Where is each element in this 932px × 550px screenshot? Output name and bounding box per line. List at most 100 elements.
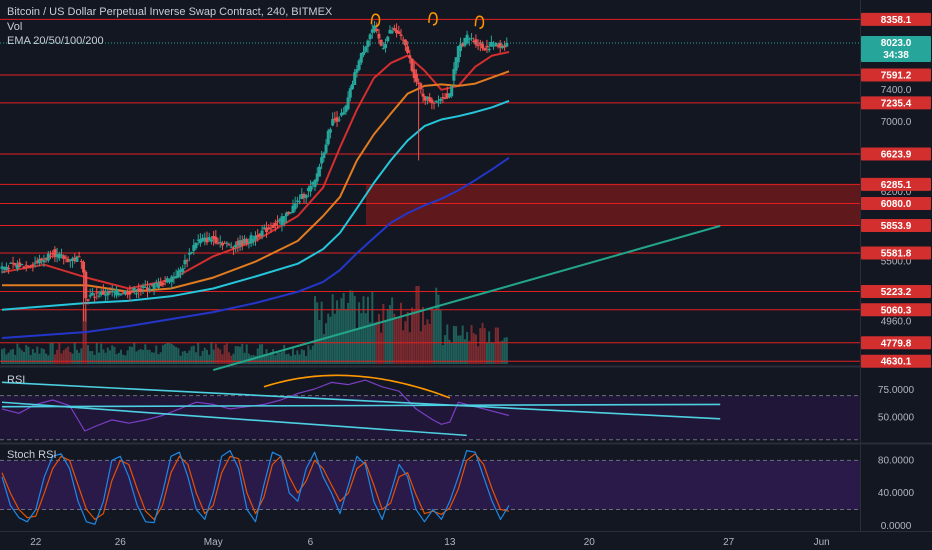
time-tick-label: 13 xyxy=(444,537,456,548)
rsi-trendline xyxy=(1,403,721,408)
candle-body xyxy=(278,219,282,222)
volume-bar xyxy=(89,351,92,364)
candle-body xyxy=(251,238,255,241)
volume-bar xyxy=(100,343,103,364)
candle-body xyxy=(381,48,385,50)
volume-bar xyxy=(73,342,76,364)
level-badge xyxy=(861,197,931,211)
candle-body xyxy=(117,293,121,296)
supply-zone xyxy=(366,184,860,226)
volume-bar xyxy=(228,352,231,364)
volume-bar xyxy=(338,308,341,364)
candle-body xyxy=(494,42,498,47)
volume-bar xyxy=(499,341,502,364)
time-tick-label: 22 xyxy=(30,537,42,548)
candle-body xyxy=(2,266,6,270)
candle-body xyxy=(223,242,227,244)
rsi-title: RSI xyxy=(7,374,26,386)
candle-body xyxy=(185,260,189,262)
candle-body xyxy=(179,269,183,272)
candle-body xyxy=(384,44,388,49)
candle-body xyxy=(44,257,48,260)
volume-bar xyxy=(377,314,380,364)
level-badge xyxy=(861,147,931,161)
candle-body xyxy=(403,39,407,46)
candle-body xyxy=(459,44,463,52)
candle-body xyxy=(505,43,509,47)
volume-bar xyxy=(93,354,96,364)
volume-bar xyxy=(157,354,160,364)
candle-body xyxy=(388,29,392,34)
volume-bar xyxy=(109,350,112,364)
volume-bar xyxy=(78,352,81,364)
volume-bar xyxy=(274,355,277,364)
volume-bar xyxy=(294,354,297,364)
candle-body xyxy=(287,211,291,214)
candle-body xyxy=(79,260,83,262)
volume-bar xyxy=(102,349,105,364)
volume-bar xyxy=(455,326,458,364)
candle-body xyxy=(315,173,319,182)
candle-body xyxy=(373,25,377,32)
price-tick-label: 7000.0 xyxy=(881,117,912,128)
candle-body xyxy=(406,46,410,53)
candle-body xyxy=(395,30,399,34)
candle-body xyxy=(503,45,507,48)
volume-bar xyxy=(23,352,26,364)
candle-body xyxy=(97,295,101,297)
candle-body xyxy=(333,118,337,120)
candle-body xyxy=(110,290,114,292)
candle-body xyxy=(229,246,233,248)
time-tick-label: 20 xyxy=(584,537,596,548)
volume-bar xyxy=(232,353,235,364)
volume-bar xyxy=(483,328,486,364)
candle-body xyxy=(487,48,491,51)
candle-body xyxy=(364,46,368,52)
candle-body xyxy=(258,233,262,237)
volume-bar xyxy=(280,351,283,364)
volume-bar xyxy=(435,287,438,364)
volume-bar xyxy=(362,296,365,364)
volume-bar xyxy=(117,352,120,364)
candle-body xyxy=(161,282,165,285)
volume-bar xyxy=(307,345,310,364)
candle-body xyxy=(218,242,222,244)
candle-body xyxy=(346,97,350,110)
rsi-tick-label: 75.0000 xyxy=(878,385,915,396)
candle-body xyxy=(265,227,269,233)
volume-bar xyxy=(214,343,217,364)
volume-bar xyxy=(479,328,482,364)
candle-body xyxy=(62,255,66,259)
candle-body xyxy=(119,294,123,296)
candle-body xyxy=(29,265,33,267)
volume-bar xyxy=(243,352,246,364)
candle-body xyxy=(190,251,194,253)
level-badge xyxy=(861,96,931,110)
volume-bar xyxy=(477,346,480,364)
candle-body xyxy=(335,117,339,122)
volume-bar xyxy=(320,301,323,364)
price-tick-label: 4960.0 xyxy=(881,316,912,327)
volume-bar xyxy=(168,343,171,364)
volume-bar xyxy=(91,351,94,364)
volume-bar xyxy=(448,339,451,364)
volume-bar xyxy=(1,349,3,364)
candle-body xyxy=(350,84,354,90)
volume-bar xyxy=(135,351,138,364)
volume-bar xyxy=(457,335,460,364)
top-mark xyxy=(474,15,485,30)
candle-body xyxy=(137,288,141,292)
volume-bar xyxy=(327,313,330,364)
volume-bar xyxy=(463,339,466,364)
candle-body xyxy=(311,182,315,185)
candle-body xyxy=(498,42,502,48)
candle-body xyxy=(231,247,235,249)
volume-bar xyxy=(212,349,215,364)
volume-bar xyxy=(505,337,508,364)
candle-body xyxy=(481,44,485,49)
candle-body xyxy=(216,243,220,245)
candle-body xyxy=(48,255,52,257)
candle-body xyxy=(289,212,293,214)
